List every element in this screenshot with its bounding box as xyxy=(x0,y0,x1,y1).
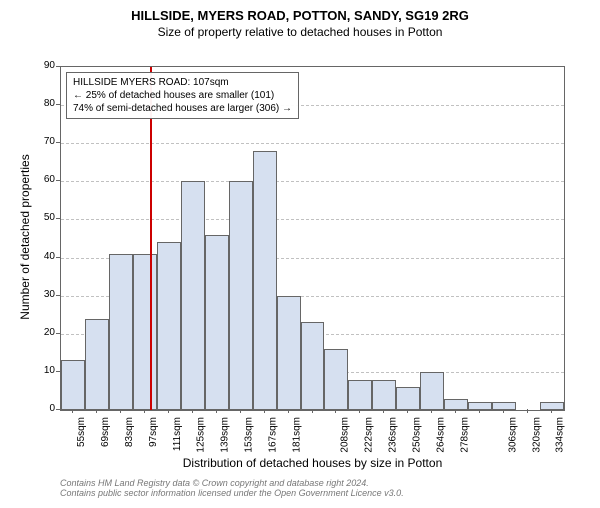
x-tick-label: 250sqm xyxy=(411,417,422,453)
x-tick-label: 111sqm xyxy=(172,417,183,451)
info-line-3: 74% of semi-detached houses are larger (… xyxy=(73,102,292,115)
y-tick-label: 30 xyxy=(25,289,55,300)
x-axis-title: Distribution of detached houses by size … xyxy=(60,456,565,470)
x-tick-label: 264sqm xyxy=(435,417,446,453)
x-tick-label: 208sqm xyxy=(339,417,350,453)
y-tick-label: 10 xyxy=(25,365,55,376)
bar xyxy=(444,399,468,410)
x-tick-label: 125sqm xyxy=(196,417,207,453)
info-line-2: ← 25% of detached houses are smaller (10… xyxy=(73,89,292,102)
bar xyxy=(396,387,420,410)
y-tick-label: 40 xyxy=(25,251,55,262)
bar xyxy=(157,242,181,410)
bar xyxy=(301,322,325,410)
bar xyxy=(468,402,492,410)
bar xyxy=(133,254,157,410)
footer-line-2: Contains public sector information licen… xyxy=(60,488,565,498)
bar xyxy=(540,402,564,410)
x-tick-label: 334sqm xyxy=(555,417,566,453)
x-tick-label: 55sqm xyxy=(76,417,87,447)
x-tick-label: 222sqm xyxy=(363,417,374,453)
x-tick-label: 97sqm xyxy=(148,417,159,447)
x-tick-label: 83sqm xyxy=(124,417,135,447)
x-tick-label: 167sqm xyxy=(268,417,279,453)
footer-attribution: Contains HM Land Registry data © Crown c… xyxy=(60,478,565,498)
y-tick-label: 70 xyxy=(25,136,55,147)
info-line-1: HILLSIDE MYERS ROAD: 107sqm xyxy=(73,76,292,89)
x-tick-label: 181sqm xyxy=(292,417,303,453)
y-tick-label: 20 xyxy=(25,327,55,338)
x-tick-label: 320sqm xyxy=(531,417,542,453)
bar xyxy=(85,319,109,410)
bar xyxy=(61,360,85,410)
footer-line-1: Contains HM Land Registry data © Crown c… xyxy=(60,478,565,488)
chart-title-sub: Size of property relative to detached ho… xyxy=(0,25,600,39)
x-tick-label: 139sqm xyxy=(220,417,231,453)
bar xyxy=(324,349,348,410)
y-tick-label: 90 xyxy=(25,60,55,71)
bar xyxy=(229,181,253,410)
y-tick-label: 50 xyxy=(25,212,55,223)
y-tick-label: 60 xyxy=(25,174,55,185)
y-tick-label: 0 xyxy=(25,403,55,414)
bar xyxy=(181,181,205,410)
x-tick-label: 306sqm xyxy=(507,417,518,453)
x-tick-label: 236sqm xyxy=(387,417,398,453)
x-tick-label: 153sqm xyxy=(244,417,255,453)
y-axis-title: Number of detached properties xyxy=(18,137,32,337)
bar xyxy=(348,380,372,410)
bar xyxy=(420,372,444,410)
bar xyxy=(109,254,133,410)
chart-title-main: HILLSIDE, MYERS ROAD, POTTON, SANDY, SG1… xyxy=(0,8,600,23)
chart-plot-area: HILLSIDE MYERS ROAD: 107sqm ← 25% of det… xyxy=(60,66,565,411)
y-tick-label: 80 xyxy=(25,98,55,109)
x-tick-label: 69sqm xyxy=(100,417,111,447)
bar xyxy=(372,380,396,410)
bar xyxy=(277,296,301,410)
x-tick-label: 278sqm xyxy=(459,417,470,453)
bar xyxy=(492,402,516,410)
info-box: HILLSIDE MYERS ROAD: 107sqm ← 25% of det… xyxy=(66,72,299,119)
bar xyxy=(253,151,277,410)
bar xyxy=(205,235,229,410)
